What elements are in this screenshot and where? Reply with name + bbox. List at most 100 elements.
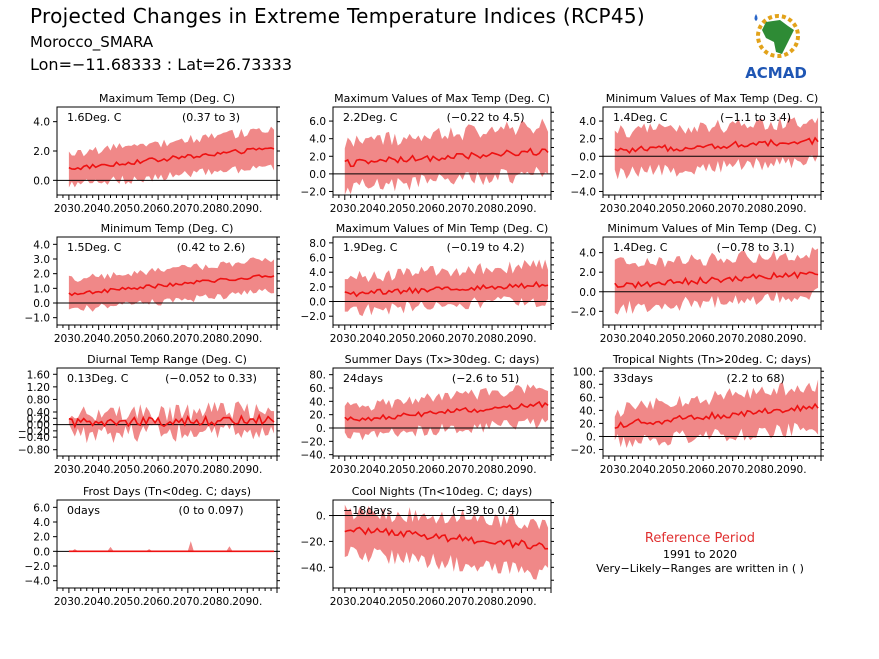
x-tick-label: 2090. <box>507 596 537 608</box>
range-band <box>615 380 818 448</box>
chart-title: Tropical Nights (Tn>20deg. C; days) <box>612 353 811 366</box>
y-tick-label: −40. <box>301 562 327 574</box>
chart-range: (0 to 0.097) <box>178 504 243 517</box>
y-tick-label: 2.0 <box>33 146 50 158</box>
y-tick-label: 80. <box>309 370 326 382</box>
y-tick-label: 20. <box>579 418 596 430</box>
chart-range: (−0.78 to 3.1) <box>717 241 795 254</box>
x-tick-label: 2040. <box>84 333 114 345</box>
y-tick-label: 0.0 <box>33 298 50 310</box>
y-tick-label: 0.0 <box>33 175 50 187</box>
chart-range: (−2.6 to 51) <box>452 372 519 385</box>
x-tick-label: 2070. <box>718 464 748 476</box>
y-tick-label: −2.0 <box>571 169 597 181</box>
x-tick-label: 2070. <box>173 333 203 345</box>
chart-summary: 1.4Deg. C <box>613 111 668 124</box>
x-tick-label: 2090. <box>507 203 537 215</box>
y-tick-label: 3.0 <box>33 254 50 266</box>
x-tick-label: 2060. <box>688 203 718 215</box>
chart-title: Diurnal Temp Range (Deg. C) <box>87 353 247 366</box>
y-tick-label: 60. <box>579 392 596 404</box>
x-tick-label: 2050. <box>389 203 419 215</box>
y-tick-label: 4.0 <box>33 239 50 251</box>
chart-summary: 0days <box>67 504 100 517</box>
chart-panel: −1.00.01.02.03.04.02030. 2040. 2050. 2060. 2… <box>25 222 281 345</box>
y-tick-label: 0.0 <box>309 297 326 309</box>
y-tick-label: −20. <box>571 444 597 456</box>
chart-summary: 2.2Deg. C <box>343 111 398 124</box>
y-tick-label: 4.0 <box>579 248 596 260</box>
x-tick-label: 2090. <box>232 596 262 608</box>
y-tick-label: 0.80 <box>27 394 50 406</box>
y-tick-label: 40. <box>579 405 596 417</box>
y-tick-label: 2.0 <box>579 267 596 279</box>
x-tick-label: 2060. <box>418 333 448 345</box>
x-tick-label: 2050. <box>389 333 419 345</box>
y-tick-label: 1.0 <box>33 283 50 295</box>
y-tick-label: 4.0 <box>33 517 50 529</box>
x-tick-label: 2090. <box>232 464 262 476</box>
chart-title: Maximum Values of Max Temp (Deg. C) <box>334 92 550 105</box>
chart-range: (0.37 to 3) <box>182 111 240 124</box>
x-tick-label: 2050. <box>389 596 419 608</box>
x-tick-label: 2080. <box>747 333 777 345</box>
x-tick-label: 2040. <box>359 333 389 345</box>
x-tick-label: 2030. <box>600 203 630 215</box>
y-tick-label: −2.0 <box>571 306 597 318</box>
x-tick-label: 2050. <box>113 203 143 215</box>
x-tick-label: 2080. <box>203 596 233 608</box>
x-tick-label: 2040. <box>629 333 659 345</box>
y-tick-label: 6.0 <box>309 253 326 265</box>
chart-title: Minimum Values of Min Temp (Deg. C) <box>607 222 816 235</box>
range-band <box>69 541 274 551</box>
x-tick-label: 2040. <box>84 464 114 476</box>
x-tick-label: 2090. <box>777 333 807 345</box>
x-tick-label: 2030. <box>330 333 360 345</box>
chart-panel: −2.00.02.04.06.02030. 2040. 2050. 2060. 2070… <box>301 92 555 215</box>
y-tick-label: 0.0 <box>309 169 326 181</box>
y-tick-label: −20. <box>301 536 327 548</box>
y-tick-label: 100. <box>573 366 596 378</box>
x-tick-label: 2080. <box>477 464 507 476</box>
x-tick-label: 2090. <box>777 203 807 215</box>
chart-range: (0.42 to 2.6) <box>177 241 246 254</box>
y-tick-label: −20. <box>301 436 327 448</box>
x-tick-label: 2060. <box>143 596 173 608</box>
range-band <box>615 247 818 314</box>
x-tick-label: 2050. <box>389 464 419 476</box>
x-tick-label: 2070. <box>173 464 203 476</box>
y-tick-label: 4.0 <box>309 134 326 146</box>
x-tick-label: 2070. <box>718 203 748 215</box>
x-tick-label: 2050. <box>113 596 143 608</box>
x-tick-label: 2050. <box>659 333 689 345</box>
chart-panel: −0.80−0.40−0.200.000.200.400.801.201.60 2… <box>18 353 280 476</box>
x-tick-label: 2080. <box>203 464 233 476</box>
x-tick-label: 2040. <box>359 596 389 608</box>
x-tick-label: 2070. <box>173 596 203 608</box>
chart-range: (−0.052 to 0.33) <box>165 372 257 385</box>
x-tick-label: 2060. <box>688 464 718 476</box>
x-tick-label: 2080. <box>747 203 777 215</box>
x-tick-label: 2070. <box>448 203 478 215</box>
x-tick-label: 2060. <box>143 333 173 345</box>
chart-title: Minimum Values of Max Temp (Deg. C) <box>606 92 819 105</box>
x-tick-label: 2070. <box>718 333 748 345</box>
chart-panel: −4.0−2.00.02.04.06.02030. 2040. 2050. 2060.… <box>25 485 281 608</box>
y-tick-label: 6.0 <box>33 502 50 514</box>
chart-summary: 1.4Deg. C <box>613 241 668 254</box>
reference-note: Very−Likely−Ranges are written in ( ) <box>590 562 810 575</box>
x-tick-label: 2060. <box>418 464 448 476</box>
y-tick-label: 2.0 <box>309 151 326 163</box>
x-tick-label: 2090. <box>232 203 262 215</box>
x-tick-label: 2080. <box>477 203 507 215</box>
chart-panel: −2.00.02.04.06.08.02030. 2040. 2050. 2060. 2… <box>301 222 555 345</box>
chart-title: Maximum Temp (Deg. C) <box>99 92 235 105</box>
y-tick-label: −40. <box>301 450 327 462</box>
x-tick-label: 2080. <box>203 333 233 345</box>
x-tick-label: 2030. <box>54 464 84 476</box>
y-tick-label: 40. <box>309 396 326 408</box>
chart-panel: −4.0 −2.0 0.0 2.0 4.0 2030. 2040. 2050. 2060. 207… <box>571 92 825 215</box>
chart-summary: 1.9Deg. C <box>343 241 398 254</box>
y-tick-label: 4.0 <box>579 116 596 128</box>
